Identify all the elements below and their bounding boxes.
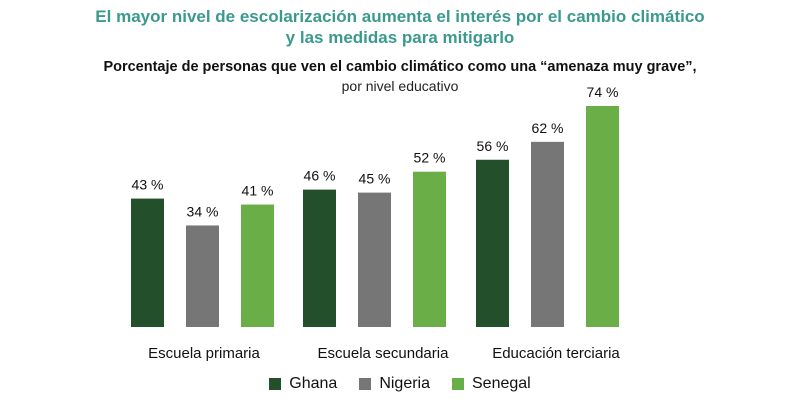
data-label-senegal-2: 74 % bbox=[587, 84, 619, 100]
legend-item-ghana: Ghana bbox=[269, 375, 337, 393]
data-label-ghana-2: 56 % bbox=[477, 138, 509, 154]
bar-nigeria-2 bbox=[531, 141, 564, 327]
data-label-nigeria-2: 62 % bbox=[532, 120, 564, 136]
category-label-1: Escuela secundaria bbox=[318, 345, 450, 362]
bar-nigeria-1 bbox=[358, 192, 391, 327]
data-label-senegal-0: 41 % bbox=[242, 183, 274, 199]
chart-legend: Ghana Nigeria Senegal bbox=[0, 375, 800, 393]
legend-label-nigeria: Nigeria bbox=[379, 375, 430, 392]
bar-nigeria-0 bbox=[186, 225, 219, 327]
title-line-2: y las medidas para mitigarlo bbox=[285, 28, 515, 47]
chart-title: El mayor nivel de escolarización aumenta… bbox=[0, 6, 800, 48]
data-label-senegal-1: 52 % bbox=[414, 150, 446, 166]
chart-subtitle: Porcentaje de personas que ven el cambio… bbox=[103, 59, 697, 75]
data-label-ghana-0: 43 % bbox=[132, 177, 164, 193]
legend-swatch-nigeria bbox=[359, 378, 372, 390]
legend-swatch-ghana bbox=[269, 378, 282, 390]
category-label-2: Educación terciaria bbox=[492, 345, 620, 362]
legend-swatch-senegal bbox=[452, 378, 464, 390]
title-line-1: El mayor nivel de escolarización aumenta… bbox=[95, 7, 705, 26]
data-label-ghana-1: 46 % bbox=[304, 168, 336, 184]
data-label-nigeria-0: 34 % bbox=[187, 203, 219, 219]
bar-ghana-0 bbox=[131, 198, 164, 327]
data-label-nigeria-1: 45 % bbox=[359, 171, 391, 187]
chart-subtitle-2: por nivel educativo bbox=[341, 78, 459, 94]
legend-label-ghana: Ghana bbox=[289, 375, 338, 392]
legend-item-nigeria: Nigeria bbox=[359, 375, 430, 393]
bar-ghana-1 bbox=[303, 189, 336, 327]
legend-label-senegal: Senegal bbox=[472, 375, 531, 392]
bar-senegal-1 bbox=[413, 171, 446, 327]
category-label-0: Escuela primaria bbox=[148, 345, 260, 362]
bar-senegal-2 bbox=[586, 106, 619, 327]
bar-senegal-0 bbox=[241, 204, 274, 327]
bar-ghana-2 bbox=[476, 159, 509, 327]
legend-item-senegal: Senegal bbox=[452, 375, 531, 393]
